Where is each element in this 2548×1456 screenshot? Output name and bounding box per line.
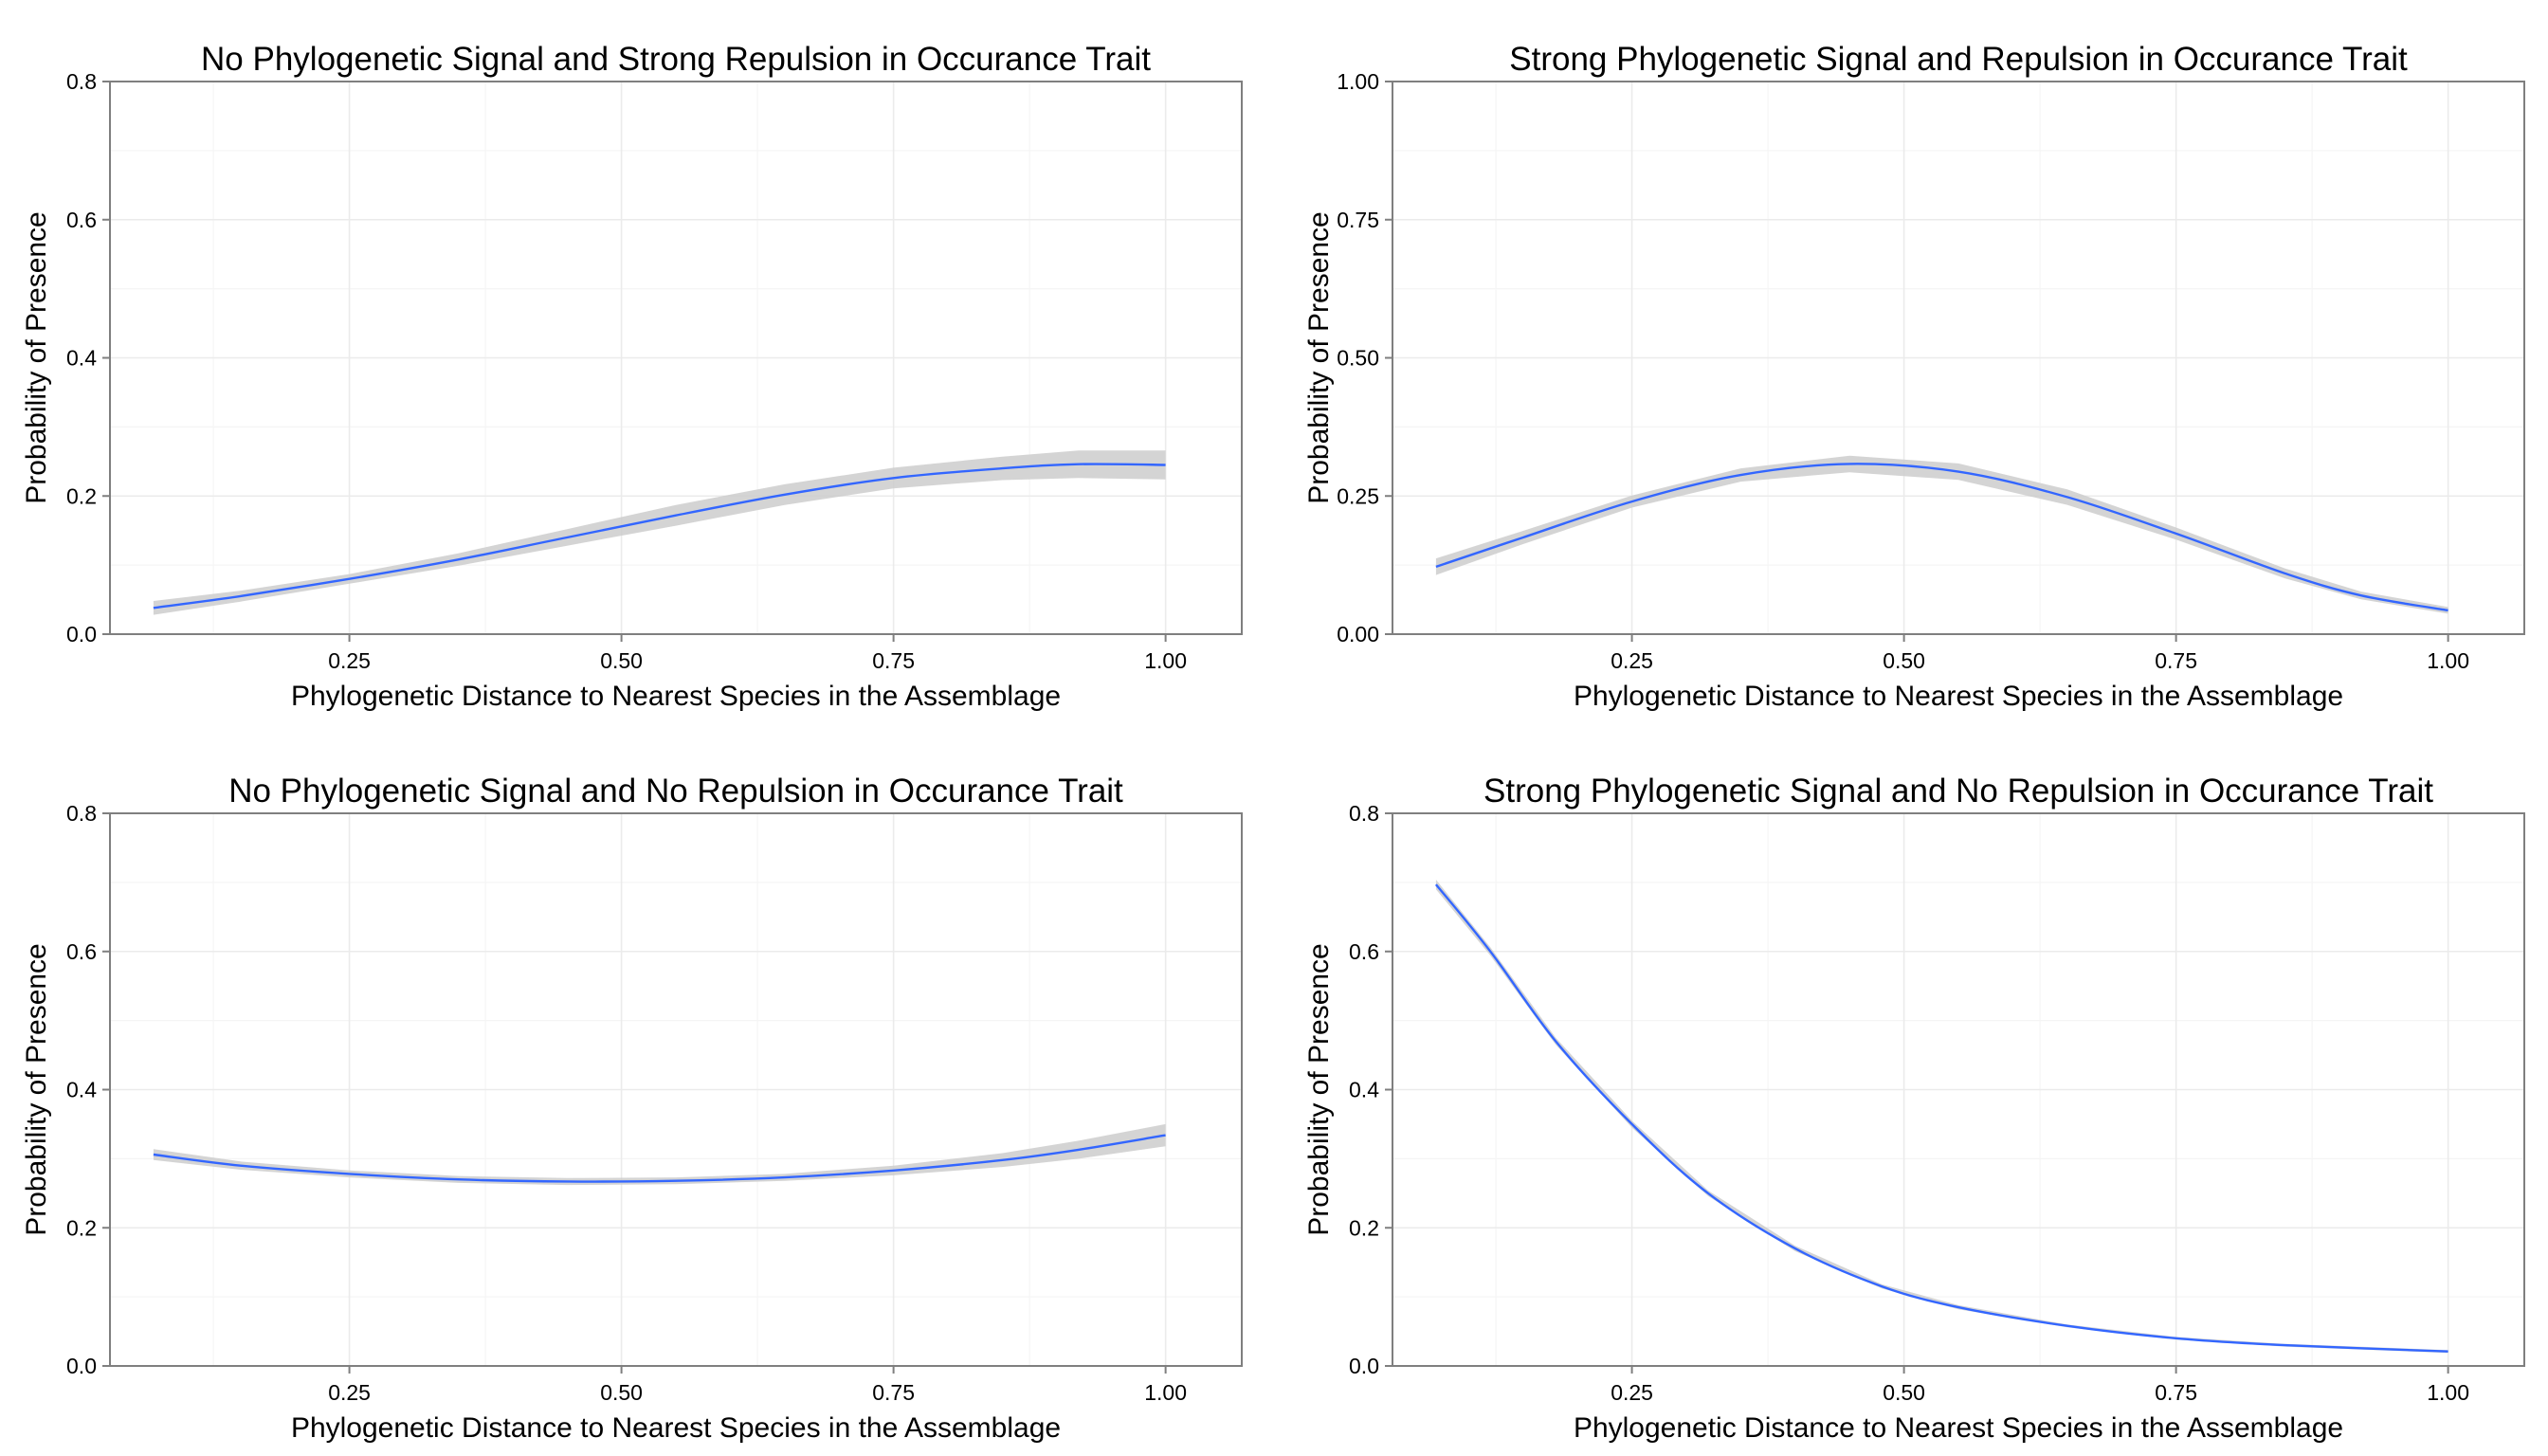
- y-tick-label: 0.6: [66, 208, 97, 232]
- panel-top-right: 0.00 0.25 0.50 0.75 1.00 0.25 0.50 0.75 1.00 Stro…: [1303, 41, 2525, 712]
- y-tick-label: 0.50: [1337, 346, 1379, 371]
- y-tick-label: 0.25: [1337, 483, 1379, 508]
- x-tick-label: 1.00: [2427, 1380, 2469, 1405]
- x-tick-label: 1.00: [2427, 648, 2469, 673]
- panel-top-left: 0.0 0.2 0.4 0.6 0.8 0.25 0.50 0.75 1.00 No Phylog…: [21, 41, 1243, 712]
- y-axis-label: Probability of Presence: [21, 943, 52, 1236]
- y-tick-label: 0.8: [1349, 801, 1379, 826]
- x-tick-label: 0.25: [1611, 648, 1653, 673]
- x-tick-label: 1.00: [1144, 648, 1187, 673]
- y-tick-label: 0.4: [66, 346, 97, 371]
- y-axis-label: Probability of Presence: [1303, 943, 1335, 1236]
- panel-bottom-left: 0.0 0.2 0.4 0.6 0.8 0.25 0.50 0.75 1.00 No Phylog…: [21, 773, 1243, 1444]
- y-tick-label: 0.2: [66, 483, 97, 508]
- x-axis-label: Phylogenetic Distance to Nearest Species…: [291, 1412, 1061, 1444]
- y-tick-label: 0.4: [1349, 1078, 1379, 1102]
- panel-bottom-right: 0.0 0.2 0.4 0.6 0.8 0.25 0.50 0.75 1.00 Strong Ph…: [1303, 773, 2525, 1444]
- x-tick-label: 0.75: [872, 648, 915, 673]
- x-tick-label: 0.50: [1883, 1380, 1925, 1405]
- y-axis-label: Probability of Presence: [1303, 211, 1335, 504]
- y-tick-label: 0.2: [1349, 1215, 1379, 1240]
- y-tick-label: 1.00: [1337, 69, 1379, 94]
- x-axis-label: Phylogenetic Distance to Nearest Species…: [1574, 681, 2343, 712]
- x-tick-label: 0.75: [2155, 1380, 2197, 1405]
- y-tick-label: 0.6: [1349, 939, 1379, 964]
- x-tick-label: 0.25: [328, 648, 371, 673]
- y-tick-label: 0.6: [66, 939, 97, 964]
- y-tick-label: 0.75: [1337, 208, 1379, 232]
- y-tick-label: 0.0: [66, 622, 97, 646]
- x-axis-label: Phylogenetic Distance to Nearest Species…: [1574, 1412, 2343, 1444]
- x-tick-label: 0.50: [600, 648, 643, 673]
- y-tick-label: 0.00: [1337, 622, 1379, 646]
- y-tick-label: 0.8: [66, 801, 97, 826]
- y-tick-label: 0.0: [1349, 1354, 1379, 1378]
- smooth-line: [1434, 883, 2448, 1353]
- chart-title: No Phylogenetic Signal and Strong Repuls…: [201, 41, 1151, 78]
- x-tick-label: 0.50: [600, 1380, 643, 1405]
- x-tick-label: 0.75: [872, 1380, 915, 1405]
- x-axis-label: Phylogenetic Distance to Nearest Species…: [291, 681, 1061, 712]
- y-tick-label: 0.0: [66, 1354, 97, 1378]
- y-axis-label: Probability of Presence: [21, 211, 52, 504]
- confidence-ribbon: [153, 450, 1166, 615]
- chart-title: Strong Phylogenetic Signal and Repulsion…: [1509, 41, 2408, 78]
- x-tick-label: 0.50: [1883, 648, 1925, 673]
- x-tick-label: 0.75: [2155, 648, 2197, 673]
- chart-title: No Phylogenetic Signal and No Repulsion …: [228, 773, 1123, 810]
- y-tick-label: 0.4: [66, 1078, 97, 1102]
- x-tick-label: 1.00: [1144, 1380, 1187, 1405]
- y-tick-label: 0.8: [66, 69, 97, 94]
- x-tick-label: 0.25: [328, 1380, 371, 1405]
- chart-title: Strong Phylogenetic Signal and No Repuls…: [1483, 773, 2433, 810]
- smooth-line: [153, 1134, 1166, 1183]
- x-tick-label: 0.25: [1611, 1380, 1653, 1405]
- smooth-line: [153, 463, 1166, 610]
- smooth-line: [1435, 463, 2448, 612]
- y-tick-label: 0.2: [66, 1215, 97, 1240]
